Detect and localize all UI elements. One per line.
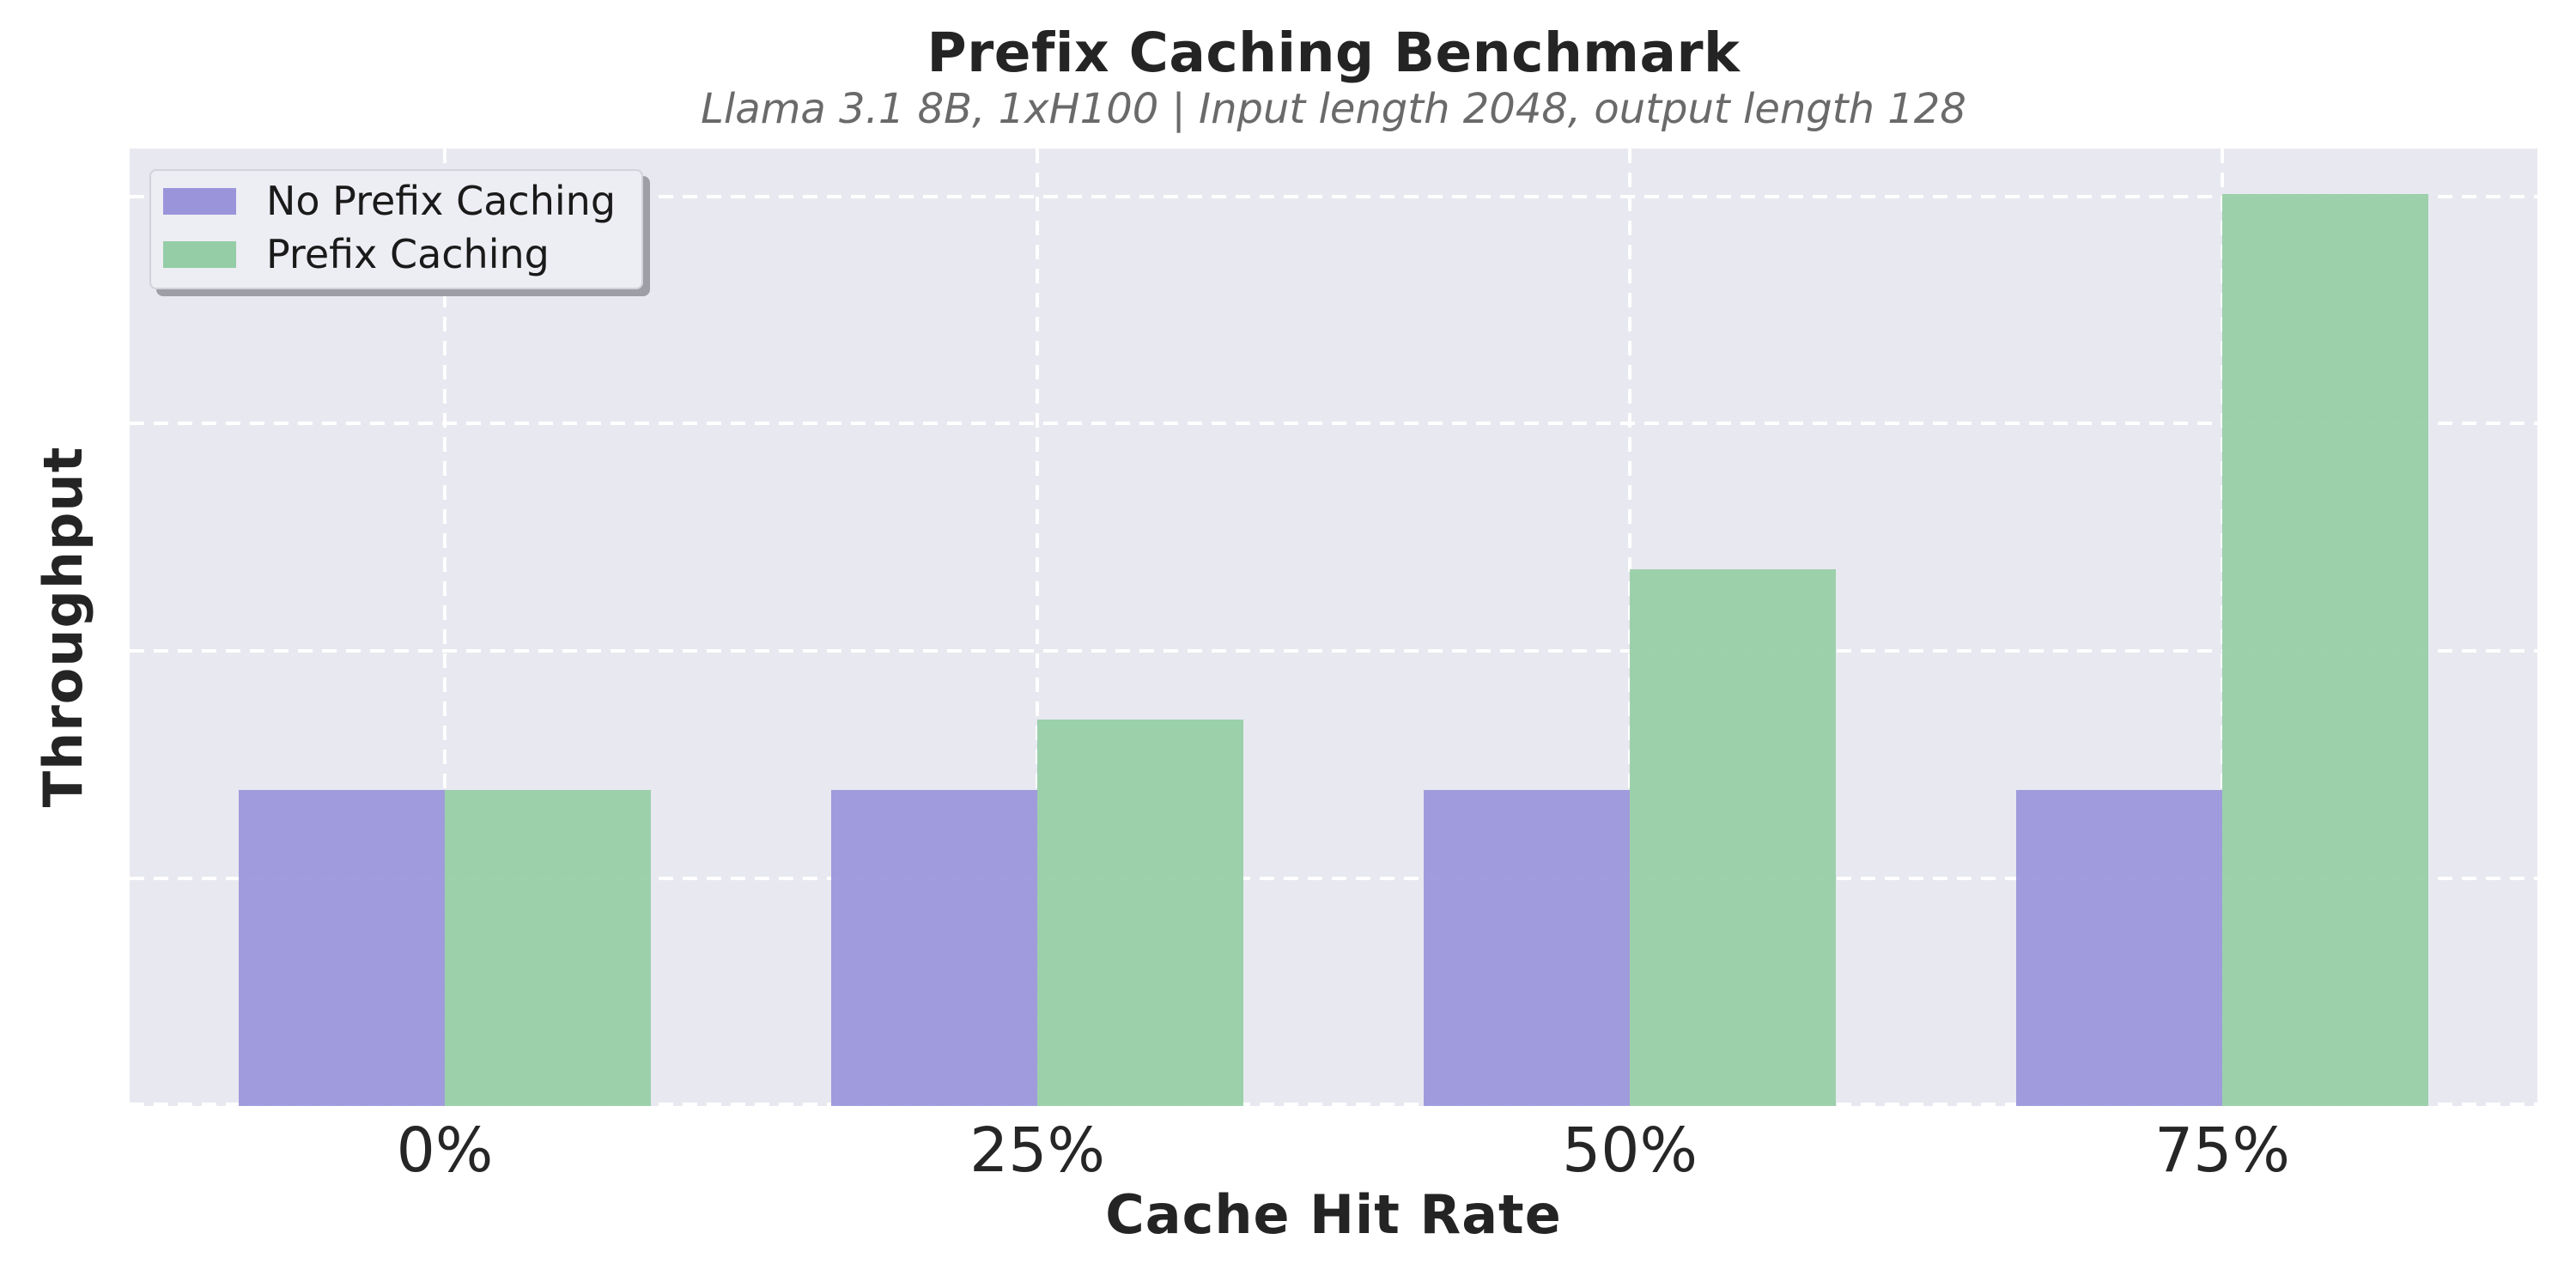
- bar-prefix-caching-25%: [1037, 720, 1243, 1106]
- legend-swatch: [163, 240, 236, 268]
- legend-item: Prefix Caching: [163, 228, 616, 281]
- bar-prefix-caching-50%: [1630, 569, 1836, 1106]
- x-gridline: [443, 149, 447, 1106]
- legend-label: Prefix Caching: [266, 231, 550, 277]
- y-gridline: [130, 649, 2537, 653]
- plot-area: No Prefix Caching Prefix Caching: [130, 149, 2537, 1106]
- bar-no-prefix-caching-0%: [239, 790, 445, 1106]
- bar-prefix-caching-75%: [2222, 194, 2428, 1106]
- x-axis-title: Cache Hit Rate: [1105, 1183, 1562, 1246]
- y-axis-title: Throughput: [32, 446, 94, 808]
- legend-item: No Prefix Caching: [163, 174, 616, 228]
- x-tick-label: 25%: [969, 1115, 1105, 1186]
- legend: No Prefix Caching Prefix Caching: [149, 169, 644, 289]
- legend-label: No Prefix Caching: [266, 178, 617, 224]
- legend-swatch: [163, 187, 236, 215]
- bar-no-prefix-caching-25%: [831, 790, 1037, 1106]
- y-gridline: [130, 877, 2537, 880]
- chart-title: Prefix Caching Benchmark: [927, 21, 1741, 84]
- x-tick-label: 50%: [1562, 1115, 1698, 1186]
- x-tick-label: 75%: [2154, 1115, 2290, 1186]
- x-gridline: [1036, 149, 1039, 1106]
- y-gridline: [130, 195, 2537, 198]
- chart-subtitle: Llama 3.1 8B, 1xH100 | Input length 2048…: [701, 85, 1966, 133]
- bar-prefix-caching-0%: [445, 790, 651, 1106]
- bar-no-prefix-caching-75%: [2016, 790, 2222, 1106]
- y-gridline: [130, 1103, 2537, 1106]
- x-tick-label: 0%: [396, 1115, 494, 1186]
- y-gridline: [130, 422, 2537, 425]
- bar-no-prefix-caching-50%: [1424, 790, 1630, 1106]
